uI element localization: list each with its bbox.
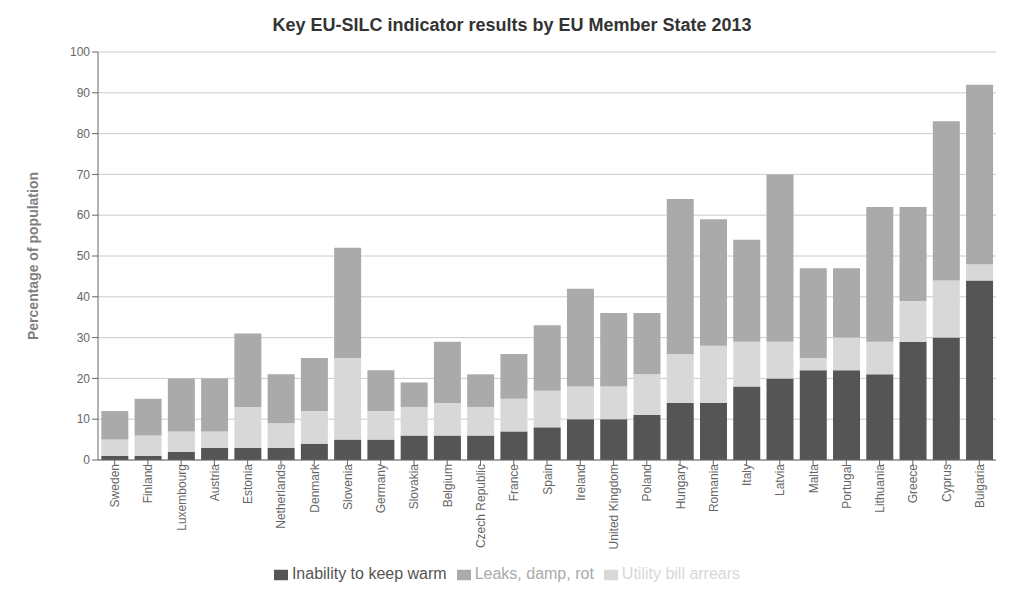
svg-text:Netherlands: Netherlands	[274, 464, 288, 529]
svg-text:Spain: Spain	[541, 464, 555, 495]
svg-text:Poland: Poland	[640, 464, 654, 501]
svg-text:Romania: Romania	[707, 464, 721, 512]
svg-text:Lithuania: Lithuania	[873, 464, 887, 513]
html-text:Utility bill arrears: Utility bill arrears	[621, 565, 741, 582]
svg-text:Belgium: Belgium	[441, 464, 455, 507]
svg-text:Slovenia: Slovenia	[341, 464, 355, 510]
svg-text:Ireland: Ireland	[574, 464, 588, 501]
svg-text:10: 10	[77, 412, 91, 426]
svg-text:Denmark: Denmark	[308, 463, 322, 513]
svg-text:Cyprus: Cyprus	[940, 464, 954, 502]
svg-text:40: 40	[77, 290, 91, 304]
svg-text:0: 0	[83, 453, 90, 467]
svg-text:100: 100	[70, 45, 90, 59]
svg-text:Finland: Finland	[141, 464, 155, 503]
svg-text:France: France	[507, 464, 521, 502]
svg-text:20: 20	[77, 372, 91, 386]
svg-text:Portugal: Portugal	[840, 464, 854, 509]
svg-text:60: 60	[77, 208, 91, 222]
svg-text:30: 30	[77, 331, 91, 345]
html-text:Key EU-SILC indicator results: Key EU-SILC indicator results by EU Memb…	[272, 15, 752, 35]
svg-text:Austria: Austria	[208, 464, 222, 502]
svg-text:Sweden: Sweden	[108, 464, 122, 507]
svg-text:Estonia: Estonia	[241, 464, 255, 504]
svg-text:Luxembourg: Luxembourg	[175, 464, 189, 531]
svg-text:Latvia: Latvia	[773, 464, 787, 496]
svg-text:Hungary: Hungary	[674, 464, 688, 509]
svg-text:Italy: Italy	[740, 464, 754, 486]
svg-text:70: 70	[77, 168, 91, 182]
svg-text:Malta: Malta	[807, 464, 821, 494]
svg-text:Germany: Germany	[374, 464, 388, 513]
svg-text:Slovakia: Slovakia	[407, 464, 421, 510]
svg-text:50: 50	[77, 249, 91, 263]
svg-text:Czech Republic: Czech Republic	[474, 464, 488, 548]
svg-text:Bulgaria: Bulgaria	[973, 464, 987, 508]
html-text:Inability to keep warm: Inability to keep warm	[291, 565, 447, 582]
svg-text:80: 80	[77, 127, 91, 141]
svg-text:United Kingdom: United Kingdom	[607, 464, 621, 549]
svg-text:Greece: Greece	[906, 464, 920, 504]
html-text:Leaks, damp, rot: Leaks, damp, rot	[474, 565, 594, 582]
svg-text:90: 90	[77, 86, 91, 100]
svg-text:Percentage of population: Percentage of population	[25, 172, 41, 340]
